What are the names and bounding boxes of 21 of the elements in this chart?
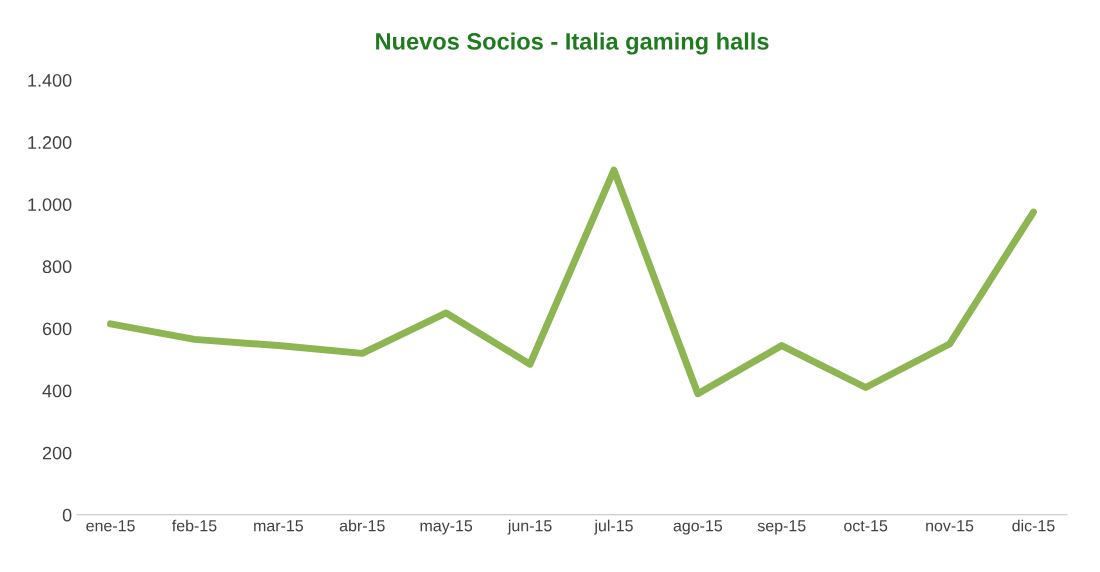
y-tick-label: 1.000: [28, 198, 72, 212]
y-tick-label: 400: [42, 384, 72, 398]
x-tick-label: abr-15: [339, 519, 385, 532]
y-tick-label: 0: [62, 508, 72, 522]
x-tick-label: ago-15: [673, 520, 723, 535]
x-tick-label: sep-15: [757, 520, 806, 535]
x-tick-label: feb-15: [172, 519, 217, 532]
y-tick-label: 1.400: [28, 74, 72, 87]
x-tick-label: mar-15: [254, 520, 303, 532]
x-tick-label: jun-15: [507, 519, 552, 535]
y-tick-label: 1.200: [28, 136, 72, 149]
y-tick-label: 200: [42, 446, 72, 460]
y-tick-label: 600: [42, 322, 72, 336]
x-tick-label: oct-15: [844, 520, 888, 532]
x-tick-label: jul-15: [594, 519, 633, 535]
x-tick-label: may-15: [420, 520, 473, 535]
x-tick-label: dic-15: [1012, 519, 1055, 532]
x-tick-label: ene-15: [86, 520, 135, 532]
chart-title: Nuevos Socios - Italia gaming halls: [376, 32, 769, 55]
x-tick-label: nov-15: [926, 520, 974, 532]
y-tick-label: 800: [42, 260, 72, 274]
